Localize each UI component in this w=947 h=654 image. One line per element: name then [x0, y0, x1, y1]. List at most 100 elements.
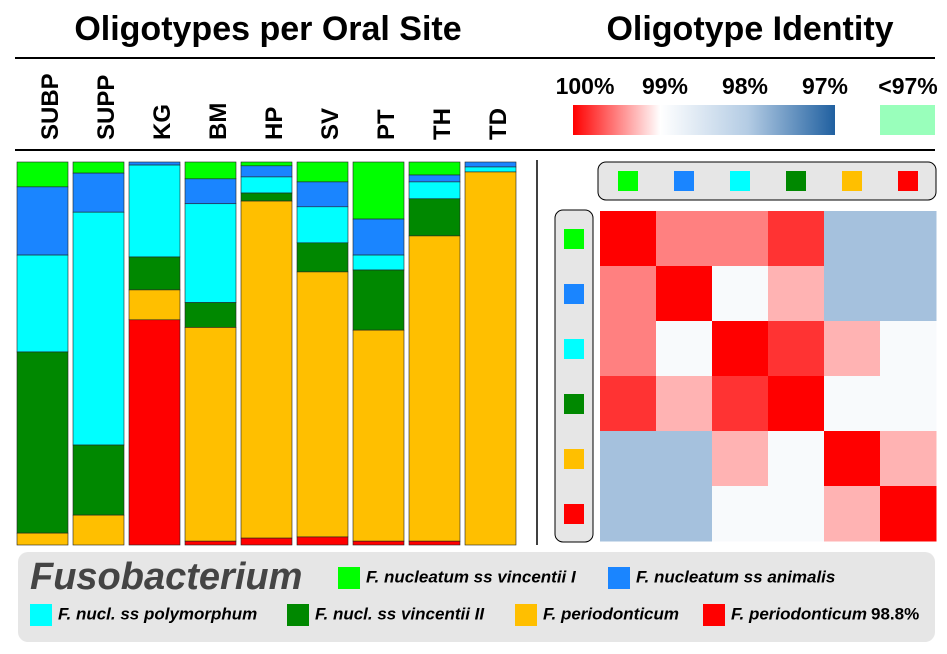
column-key: [618, 171, 638, 191]
legend-label: F. nucl. ss vincentii II: [315, 604, 485, 623]
x-tick-label: PT: [373, 109, 400, 140]
x-tick-label: KG: [149, 104, 176, 140]
heatmap-cell: [656, 486, 713, 542]
colorbar-tick-label: 98%: [722, 73, 768, 99]
heatmap-cell: [768, 321, 825, 377]
bar-segment: [352, 254, 405, 271]
x-tick-label: HP: [261, 107, 288, 140]
bar-segment: [128, 289, 181, 321]
bar-segment: [128, 319, 181, 546]
below-swatch: [880, 105, 935, 135]
bar-segment: [72, 211, 125, 446]
row-key: [564, 449, 584, 469]
legend-swatch: [703, 604, 725, 626]
bar-segment: [296, 536, 349, 546]
column-key: [786, 171, 806, 191]
bar-segment: [184, 327, 237, 542]
column-key: [730, 171, 750, 191]
bar-segment: [16, 186, 69, 256]
bar-segment: [464, 171, 517, 546]
legend-label: F. nucleatum ss animalis: [636, 567, 835, 586]
bar-segment: [184, 178, 237, 205]
heatmap-cell: [712, 321, 769, 377]
x-tick-label: TH: [429, 108, 456, 140]
heatmap-cell: [600, 211, 657, 267]
heatmap-cell: [824, 211, 881, 267]
heatmap-cell: [824, 376, 881, 432]
bar-segment: [352, 218, 405, 256]
bar-segment: [296, 181, 349, 208]
bar-segment: [408, 540, 461, 546]
below-label: <97%: [878, 73, 937, 99]
bar-segment: [408, 161, 461, 176]
legend-swatch: [608, 567, 630, 589]
x-tick-label: TD: [485, 108, 512, 140]
row-key: [564, 339, 584, 359]
heatmap-cell: [712, 266, 769, 322]
bar-segment: [16, 351, 69, 534]
colorbar-tick-label: 100%: [556, 73, 615, 99]
bar-segment: [352, 329, 405, 542]
heatmap-cell: [656, 211, 713, 267]
bar-segment: [296, 271, 349, 538]
heatmap-cell: [600, 321, 657, 377]
bar-segment: [16, 532, 69, 546]
bar-segment: [184, 302, 237, 328]
heatmap-cell: [656, 266, 713, 322]
bar-segment: [72, 514, 125, 546]
legend-swatch: [30, 604, 52, 626]
row-key: [564, 394, 584, 414]
bar-segment: [408, 181, 461, 200]
bar-segment: [240, 161, 293, 167]
heatmap-cell: [600, 266, 657, 322]
heatmap-cell: [768, 431, 825, 487]
heatmap-cell: [880, 376, 937, 432]
heatmap-cell: [880, 211, 937, 267]
heatmap-cell: [880, 266, 937, 322]
heatmap-cell: [712, 486, 769, 542]
legend-title: Fusobacterium: [30, 556, 302, 598]
legend-label: F. periodonticum: [543, 604, 679, 623]
heatmap-cell: [600, 376, 657, 432]
bar-segment: [464, 161, 517, 168]
bar-segment: [240, 200, 293, 539]
row-key: [564, 229, 584, 249]
legend-label: F. nucl. ss polymorphum: [58, 604, 257, 623]
heatmap-cell: [824, 266, 881, 322]
bar-segment: [128, 256, 181, 291]
column-key: [842, 171, 862, 191]
bar-segment: [296, 242, 349, 273]
heatmap-cell: [824, 431, 881, 487]
bar-segment: [16, 254, 69, 353]
bar-segment: [184, 161, 237, 180]
legend-label: F. periodonticum: [731, 604, 867, 623]
row-key: [564, 504, 584, 524]
legend-label: F. nucleatum ss vincentii I: [366, 567, 577, 586]
legend-swatch: [287, 604, 309, 626]
bar-segment: [408, 235, 461, 542]
bar-segment: [240, 176, 293, 194]
column-key: [898, 171, 918, 191]
heatmap-cell: [824, 486, 881, 542]
heatmap-cell: [880, 486, 937, 542]
heatmap-title: Oligotype Identity: [606, 10, 893, 48]
x-tick-label: BM: [205, 103, 232, 140]
bar-segment: [296, 161, 349, 183]
bar-title: Oligotypes per Oral Site: [74, 10, 461, 48]
bar-segment: [352, 161, 405, 220]
row-key: [564, 284, 584, 304]
bar-segment: [72, 172, 125, 213]
row-key-box: [554, 209, 594, 543]
bar-segment: [72, 444, 125, 516]
column-key: [674, 171, 694, 191]
heatmap-cell: [656, 321, 713, 377]
bar-segment: [296, 206, 349, 244]
bar-segment: [72, 161, 125, 174]
bar-segment: [408, 198, 461, 237]
colorbar: [573, 105, 835, 135]
legend-suffix: 98.8%: [871, 604, 919, 623]
heatmap-cell: [600, 431, 657, 487]
bar-segment: [408, 174, 461, 183]
legend-swatch: [515, 604, 537, 626]
bar-segment: [352, 269, 405, 331]
